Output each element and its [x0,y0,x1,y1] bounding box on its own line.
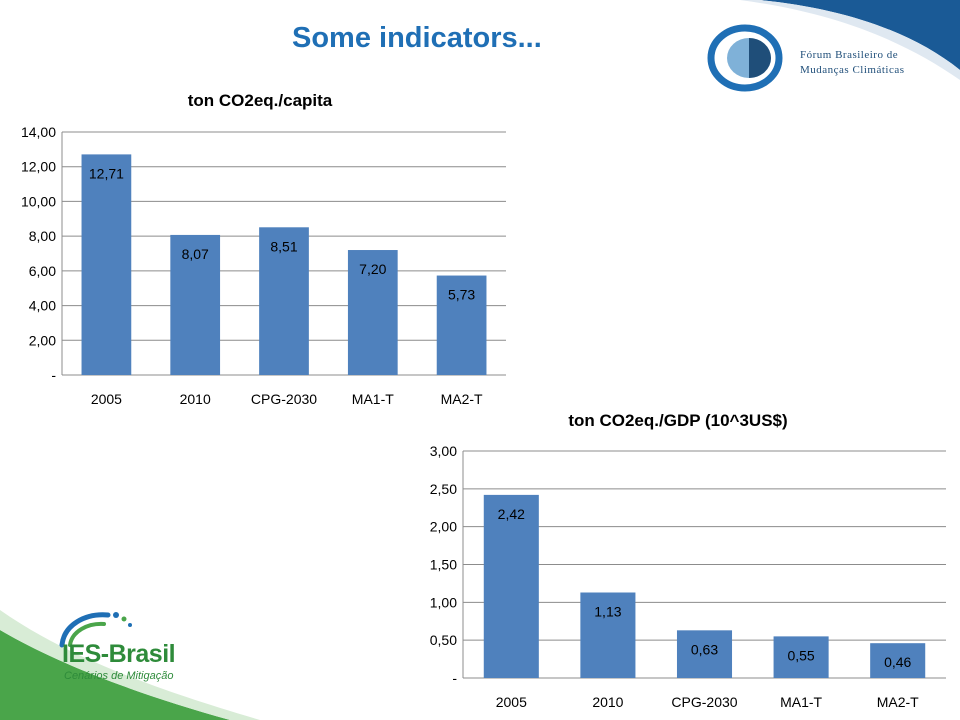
bar [773,636,829,678]
data-label: 1,13 [594,603,621,619]
chart-title: ton CO2eq./capita [188,91,333,110]
y-tick-label: - [51,367,56,383]
slide-title: Some indicators... [292,22,542,54]
chart-co2-per-capita: ton CO2eq./capita - 2,00 4,00 6,00 8,00 10,00 1… [21,91,506,407]
data-label: 8,51 [270,238,297,254]
x-tick-label: MA2-T [441,391,483,407]
data-label: 8,07 [182,246,209,262]
chart-title: ton CO2eq./GDP (10^3US$) [568,411,787,430]
x-tick-label: 2010 [592,694,623,710]
ies-brasil-subtitle: Cenários de Mitigação [64,670,174,682]
x-tick-label: 2005 [496,694,527,710]
data-label: 7,20 [359,261,386,277]
x-tick-label: 2005 [91,391,122,407]
bar [81,154,132,375]
x-tick-label: 2010 [180,391,211,407]
y-tick-label: 2,50 [430,481,457,497]
y-tick-label: 14,00 [21,124,56,140]
ies-brasil-logo-icon [59,612,132,648]
y-tick-label: 0,50 [430,632,457,648]
y-tick-label: 12,00 [21,159,56,175]
x-tick-label: MA1-T [780,694,822,710]
y-tick-label: 4,00 [29,298,56,314]
data-label: 12,71 [89,165,124,181]
y-tick-label: 1,50 [430,557,457,573]
bar [870,643,926,678]
y-tick-label: 8,00 [29,228,56,244]
bar [347,250,398,375]
forum-line-2: Mudanças Climáticas [800,64,905,76]
top-right-band [740,0,960,80]
x-tick-label: MA1-T [352,391,394,407]
x-tick-label: MA2-T [877,694,919,710]
bar [170,234,221,375]
y-tick-label: 6,00 [29,263,56,279]
bar [580,592,636,678]
bar [483,494,539,678]
bar [259,227,309,375]
data-label: 0,55 [787,647,814,663]
y-tick-label: 1,00 [430,594,457,610]
data-label: 0,63 [691,641,718,657]
chart-co2-per-gdp: ton CO2eq./GDP (10^3US$) - 0,50 1,00 1,50 2,0… [430,411,946,710]
y-tick-label: 2,00 [430,519,457,535]
ies-brasil-name: IES-Brasil [62,640,176,668]
x-tick-label: CPG-2030 [251,391,317,407]
y-tick-label: - [452,670,457,686]
data-label: 0,46 [884,654,911,670]
y-tick-label: 10,00 [21,193,56,209]
forum-logo-text: Fórum Brasileiro de Mudanças Climáticas [800,48,905,78]
y-tick-label: 2,00 [29,332,56,348]
forum-line-1: Fórum Brasileiro de [800,49,899,61]
forum-logo-icon [707,24,783,92]
data-label: 5,73 [448,287,475,303]
data-label: 2,42 [498,506,525,522]
y-tick-label: 3,00 [430,443,457,459]
bar [436,275,487,375]
bar [676,630,733,678]
x-tick-label: CPG-2030 [671,694,737,710]
bottom-left-band [0,610,260,720]
